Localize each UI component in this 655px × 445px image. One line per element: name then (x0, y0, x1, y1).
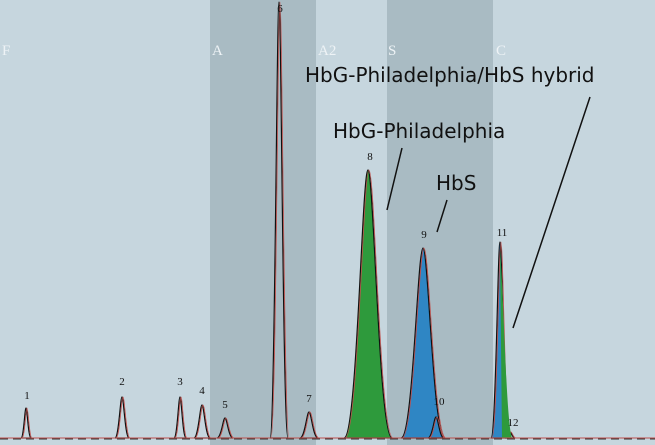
peak-trace (428, 416, 446, 439)
peak-label: 5 (222, 399, 228, 411)
peak (299, 411, 319, 439)
peak (427, 416, 445, 439)
peak-label: 2 (119, 376, 125, 388)
peak (216, 417, 234, 439)
window-label: S (388, 43, 396, 59)
peak (193, 404, 211, 439)
peak-trace (194, 404, 212, 439)
peak-trace (344, 169, 394, 439)
window-label: C (496, 43, 506, 59)
pointer (512, 96, 591, 329)
annotation: HbG-Philadelphia/HbS hybrid (305, 63, 595, 87)
peak (114, 396, 130, 439)
peak-trace (174, 396, 188, 439)
peak-shoulder (500, 250, 512, 438)
peak-label: 3 (177, 376, 183, 388)
peak-trace (270, 1, 290, 439)
peak-trace (401, 247, 447, 439)
peak (20, 407, 32, 439)
annotation: HbS (436, 171, 476, 195)
annotation: HbG-Philadelphia (333, 119, 505, 143)
peak-label: 7 (306, 393, 312, 405)
peak-label: 9 (421, 229, 427, 241)
pointer (386, 147, 403, 211)
peak-trace (21, 407, 33, 439)
peak-label: 8 (367, 151, 373, 163)
peak-label: 6 (277, 3, 283, 15)
peak (343, 169, 393, 439)
peak-label: 11 (497, 227, 508, 239)
peak-label: 1 (24, 390, 30, 402)
window-label: A (212, 43, 223, 59)
peak (173, 396, 187, 439)
peak-trace (115, 396, 131, 439)
peak-label: 4 (199, 385, 205, 397)
peak-label: 10 (434, 396, 446, 408)
window-band (210, 0, 316, 445)
peak (269, 1, 289, 439)
peak-trace (300, 411, 320, 439)
peak-trace (217, 417, 235, 439)
window-label: A2 (318, 43, 336, 59)
window-label: F (2, 43, 10, 59)
pointer (436, 199, 448, 233)
peak-label: 12 (508, 417, 519, 429)
